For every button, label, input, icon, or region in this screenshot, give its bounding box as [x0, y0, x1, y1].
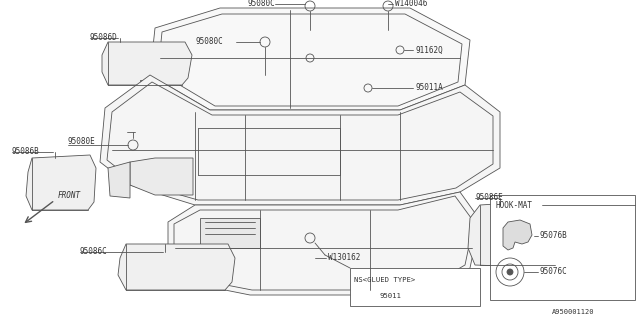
Bar [350, 268, 480, 306]
Polygon shape [150, 8, 470, 110]
Text: W130162: W130162 [328, 253, 360, 262]
Text: HOOK-MAT: HOOK-MAT [495, 201, 532, 210]
Text: 95080E: 95080E [68, 138, 96, 147]
Polygon shape [158, 14, 462, 106]
Text: 95011: 95011 [380, 293, 402, 299]
Polygon shape [102, 42, 192, 85]
Polygon shape [26, 155, 96, 210]
Text: 95080C: 95080C [247, 0, 275, 9]
Polygon shape [200, 218, 260, 248]
Text: 91162Q: 91162Q [415, 45, 443, 54]
Text: 95086C: 95086C [80, 247, 108, 257]
Text: 95080C: 95080C [195, 37, 223, 46]
Text: NS<GLUED TYPE>: NS<GLUED TYPE> [354, 277, 415, 283]
Polygon shape [107, 82, 493, 200]
Polygon shape [468, 200, 568, 268]
Polygon shape [168, 192, 480, 295]
Text: 95076B: 95076B [540, 231, 568, 241]
Polygon shape [108, 162, 130, 198]
Polygon shape [100, 75, 500, 205]
Circle shape [496, 258, 524, 286]
Polygon shape [130, 158, 193, 195]
Circle shape [507, 269, 513, 275]
Bar [490, 195, 635, 300]
Polygon shape [174, 196, 474, 290]
Polygon shape [503, 220, 532, 250]
Polygon shape [140, 80, 148, 88]
Text: 95076C: 95076C [540, 268, 568, 276]
Polygon shape [118, 244, 235, 290]
Text: FRONT: FRONT [58, 191, 81, 201]
Text: 95086B: 95086B [12, 148, 40, 156]
Text: 95011A: 95011A [415, 84, 443, 92]
Text: A950001120: A950001120 [552, 309, 595, 315]
Text: 95086D: 95086D [90, 34, 118, 43]
Text: W140046: W140046 [395, 0, 428, 9]
Text: 95086E: 95086E [475, 194, 503, 203]
